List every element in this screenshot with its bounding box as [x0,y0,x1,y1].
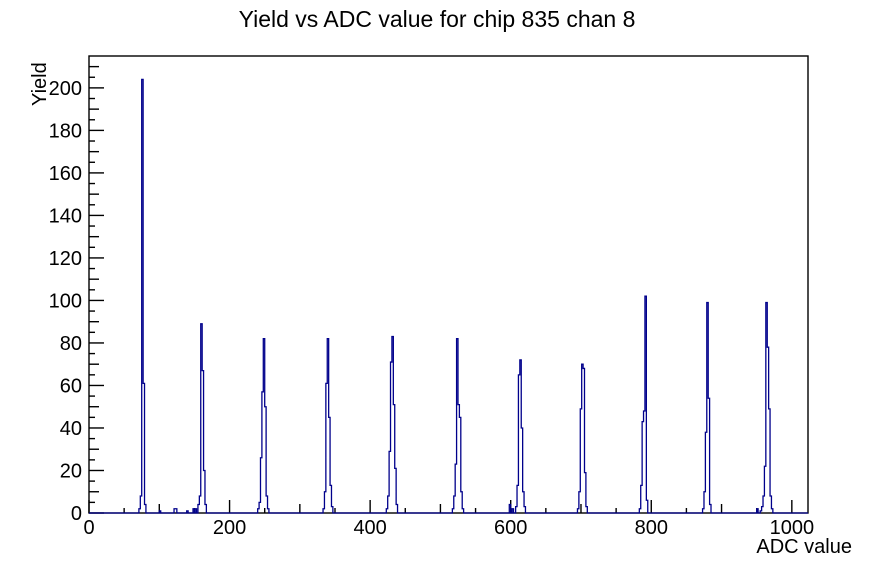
y-tick-label: 0 [71,503,82,525]
y-tick-label: 160 [49,163,82,185]
y-tick-label: 20 [60,460,82,482]
histogram-line [89,78,808,514]
y-tick-label: 200 [49,78,82,100]
axis-ticks [88,65,793,514]
plot-frame [88,55,809,514]
y-tick-label: 100 [49,290,82,312]
x-tick-label: 800 [635,517,668,539]
y-tick-label: 60 [60,375,82,397]
x-tick-label: 1000 [770,517,815,539]
y-tick-label: 40 [60,418,82,440]
y-axis-title: Yield [29,62,51,106]
x-tick-label: 200 [213,517,246,539]
x-axis-title: ADC value [756,536,852,558]
x-tick-label: 0 [83,517,94,539]
y-tick-label: 140 [49,205,82,227]
x-tick-label: 400 [353,517,386,539]
y-tick-label: 120 [49,248,82,270]
y-tick-label: 80 [60,333,82,355]
x-tick-label: 600 [494,517,527,539]
y-tick-label: 180 [49,120,82,142]
axis-tick-labels: 0 200 400 600 800 1000 0 20 40 60 80 100 120 140 160 18… [49,78,814,539]
chart-title: Yield vs ADC value for chip 835 chan 8 [238,6,636,32]
